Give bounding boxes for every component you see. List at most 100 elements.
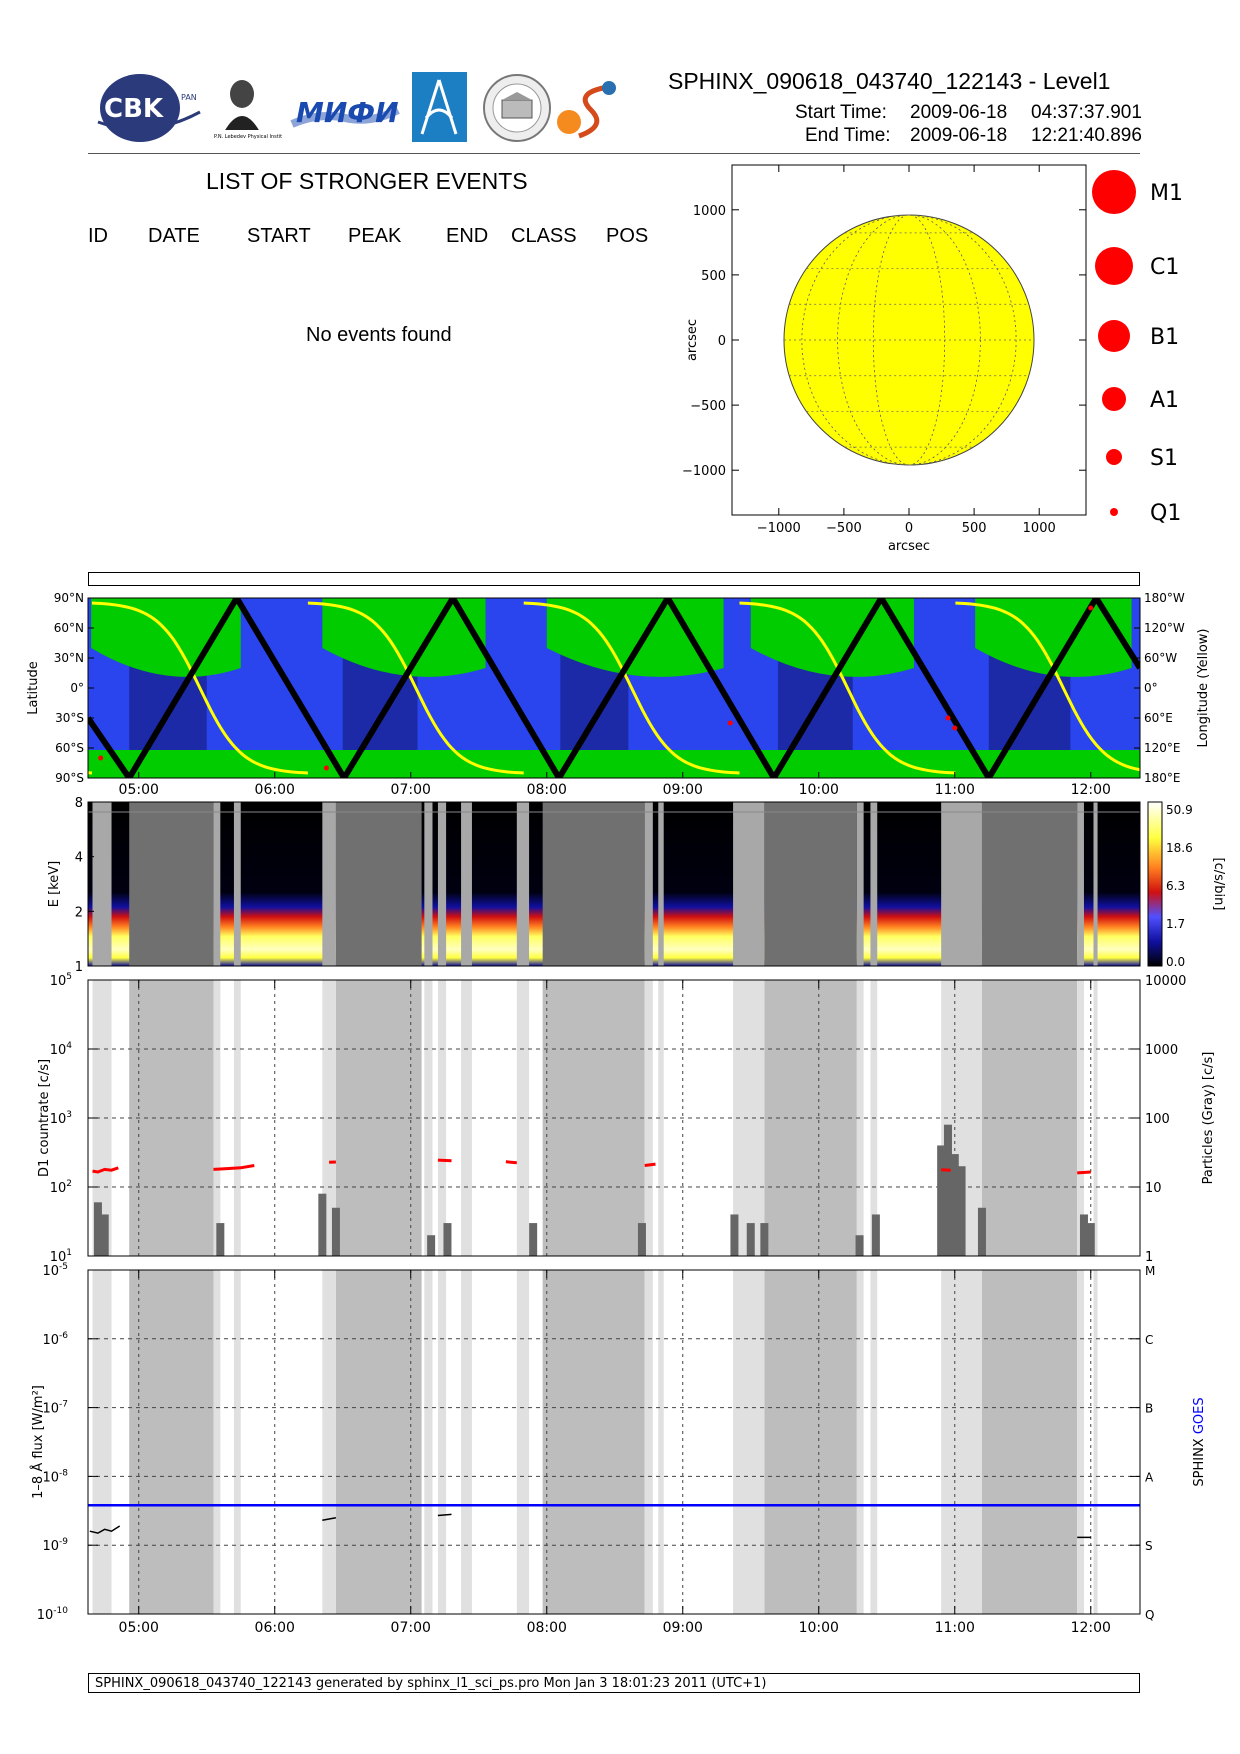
flux-shade-dark [335, 1270, 422, 1614]
orbit-xtick-label: 05:00 [119, 782, 159, 798]
flux-shade-light [870, 1270, 878, 1614]
spectrum-frame [87, 801, 1141, 967]
flux-ytick-label: 10-10 [37, 1606, 69, 1623]
flux-shade-light [322, 1270, 336, 1614]
start-time-label: Start Time: [795, 102, 887, 123]
column-peak: PEAK [348, 225, 402, 247]
countrate-shade-light [658, 980, 664, 1256]
flux-shade-light [1077, 1270, 1084, 1614]
column-class: CLASS [511, 225, 577, 247]
page-title: SPHINX_090618_043740_122143 - Level1 [668, 68, 1111, 94]
sun-ytick-label: 0 [718, 334, 726, 349]
spectrum-gap-dark [129, 802, 214, 966]
no-events-message: No events found [306, 324, 452, 346]
size-legend: M1 C1 B1 A1 S1 Q1 [1080, 160, 1190, 530]
colorbar-tick-label: 50.9 [1166, 803, 1193, 817]
flux-frame [87, 1269, 1141, 1615]
flux-shade-light [516, 1270, 530, 1614]
orbit-xtick-label: 10:00 [799, 782, 839, 798]
longitude-curve [91, 601, 308, 775]
orbit-ylabel: Latitude [26, 661, 41, 715]
particle-spike [760, 1223, 769, 1256]
event-timeline-bar [88, 572, 1140, 586]
particle-spike [937, 1145, 946, 1256]
spectrum-gap-light [733, 802, 765, 966]
countrate-ytick-label: 105 [50, 972, 72, 989]
orbit-ytick-right-label: 180°E [1144, 771, 1181, 785]
spectrum-gap-light [233, 802, 241, 966]
sun-ytick-label: −1000 [682, 464, 726, 479]
orbit-ytick-right-label: 120°E [1144, 741, 1181, 755]
flux-class-label: C [1145, 1333, 1153, 1347]
countrate-ytick-right-label: 1 [1145, 1250, 1153, 1265]
orbit-xtick-label: 06:00 [255, 782, 295, 798]
flux-xtick-label: 07:00 [391, 1620, 431, 1636]
spectrum-gap-light [870, 802, 878, 966]
orbit-xtick-label: 11:00 [935, 782, 975, 798]
longitude-curve [955, 601, 1140, 772]
mifi-logo-text: МИФИ [296, 96, 399, 129]
sun-map-xlabel: arcsec [888, 539, 930, 554]
spectrum-gap-light [856, 802, 864, 966]
orbit-xtick-label: 09:00 [663, 782, 703, 798]
countrate-ytick-right-label: 10000 [1145, 974, 1186, 989]
flux-shade-dark [129, 1270, 214, 1614]
sun-ytick-label: −500 [690, 399, 726, 414]
particle-spike [746, 1223, 755, 1256]
flux-class-label: A [1145, 1470, 1154, 1484]
start-time: 04:37:37.901 [1031, 102, 1142, 123]
flux-shade-dark [981, 1270, 1078, 1614]
column-end: END [446, 225, 489, 247]
legend-label-s1: S1 [1150, 446, 1178, 471]
flux-xtick-label: 09:00 [663, 1620, 703, 1636]
column-id: ID [88, 225, 108, 247]
orbit-ytick-label: 30°N [54, 651, 84, 665]
end-date: 2009-06-18 [910, 125, 1008, 146]
orbit-ytick-label: 30°S [55, 711, 84, 725]
colorbar-label: [c/s/bin] [1211, 858, 1226, 911]
flux-shade-light [233, 1270, 241, 1614]
countrate-shade-light [856, 980, 864, 1256]
flux-ytick-label: 10-6 [42, 1331, 68, 1348]
cbk-logo-text: CBK [104, 94, 164, 124]
column-pos: POS [606, 225, 649, 247]
orbit-ytick-right-label: 60°W [1144, 651, 1177, 665]
sun-ytick-label: 500 [701, 269, 726, 284]
countrate-ylabel: D1 countrate [c/s] [37, 1059, 52, 1177]
spectrum-gap-light [1077, 802, 1084, 966]
observatory-seal-logo [482, 72, 552, 144]
countrate-shade-dark [981, 980, 1078, 1256]
countrate-plot [88, 980, 1140, 1256]
flux-class-label: Q [1145, 1608, 1154, 1622]
mifi-logo: МИФИ [290, 82, 400, 137]
flux-shade-dark [542, 1270, 645, 1614]
column-date: DATE [148, 225, 200, 247]
spectrum-gap-light [644, 802, 653, 966]
countrate-shade-light [233, 980, 241, 1256]
spectrum-gap-light [658, 802, 664, 966]
track-marker [98, 755, 104, 761]
particle-spike [331, 1207, 340, 1256]
particle-spike [216, 1223, 225, 1256]
legend-marker-s1 [1106, 449, 1122, 465]
spectrum-ytick-label: 2 [75, 905, 83, 920]
particle-spike [427, 1235, 436, 1256]
flux-xtick-label: 06:00 [255, 1620, 295, 1636]
sun-map: −1000 −500 0 500 1000 1000 500 0 −500 −1000 arcse… [682, 164, 1087, 554]
orbit-green-north [750, 598, 914, 677]
latitude-track [88, 598, 1140, 778]
track-marker [323, 765, 329, 771]
orbit-green-south [88, 750, 1140, 778]
countrate-ylabel-right: Particles (Gray) [c/s] [1201, 1052, 1216, 1185]
flux-xtick-label: 12:00 [1071, 1620, 1111, 1636]
flux-xtick-label: 11:00 [935, 1620, 975, 1636]
spectrum-gap-light [213, 802, 221, 966]
particle-spike [637, 1223, 646, 1256]
longitude-curve [307, 601, 524, 775]
longitude-curve [739, 601, 956, 775]
legend-label-b1: B1 [1150, 325, 1179, 350]
sun-xtick-label: 0 [905, 521, 913, 536]
legend-label-a1: A1 [1150, 388, 1179, 413]
orbit-ytick-label: 60°S [55, 741, 84, 755]
spectrum-ylabel: E [keV] [47, 861, 62, 907]
